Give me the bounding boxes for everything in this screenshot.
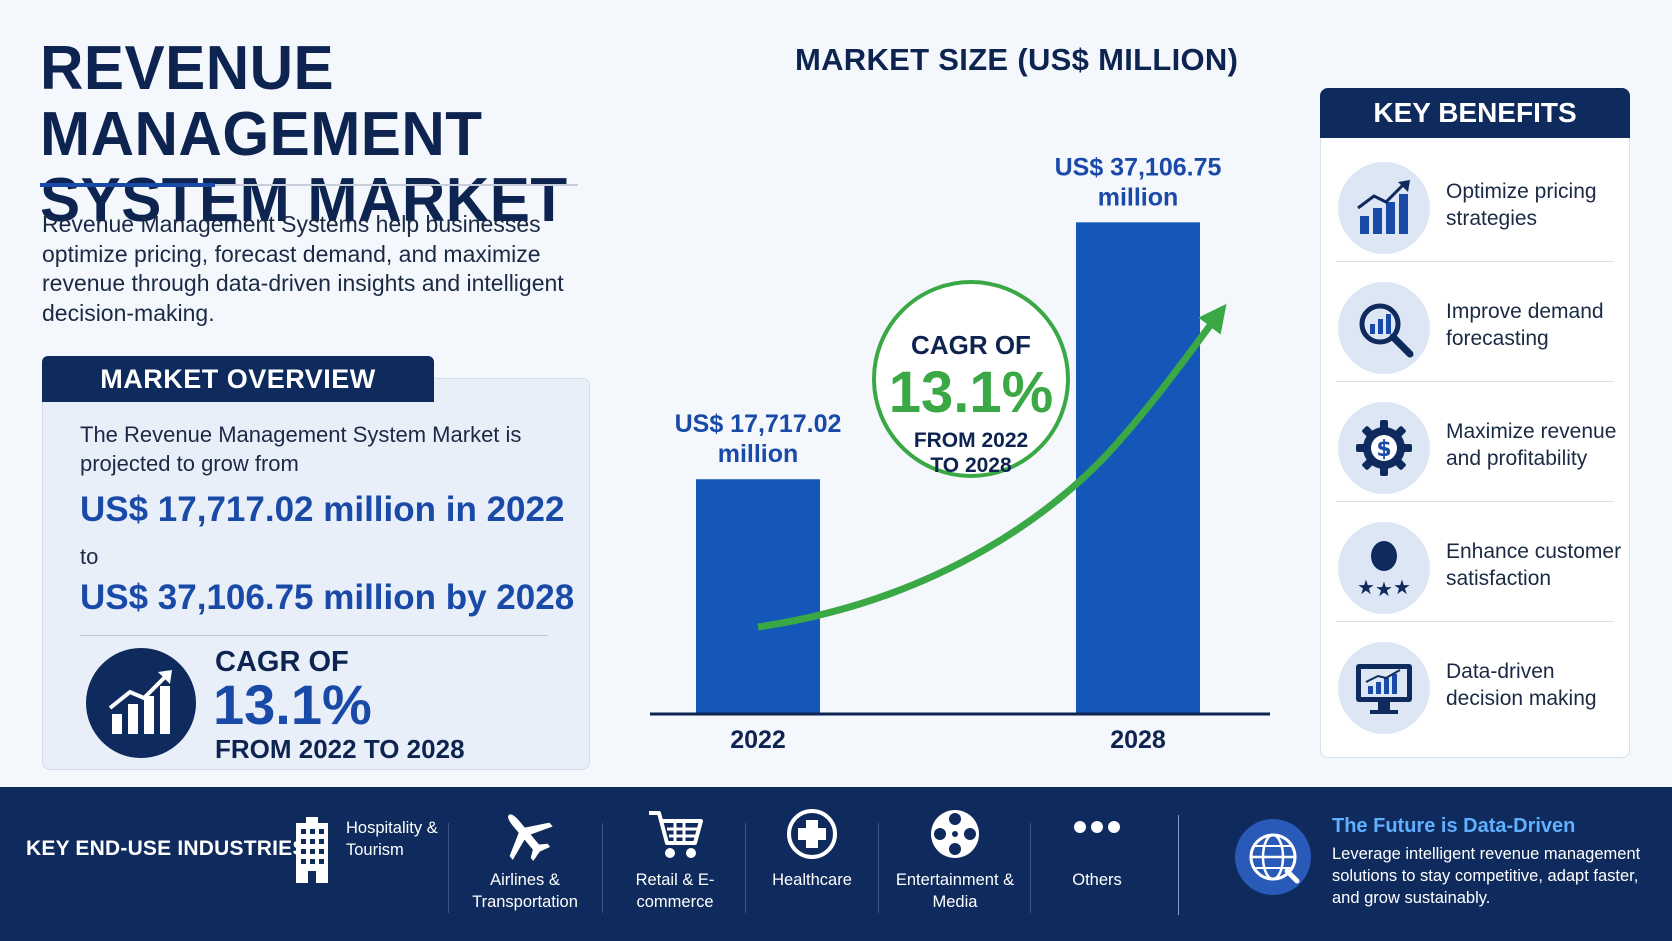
cagr-annotation-period-2: TO 2028 bbox=[930, 454, 1012, 477]
svg-text:★: ★ bbox=[1375, 577, 1393, 598]
benefit-label: Enhance customer satisfaction bbox=[1446, 540, 1622, 590]
title-line-2: SYSTEM MARKET bbox=[40, 166, 568, 235]
benefit-item-data-driven: Data-driven decision making bbox=[1336, 628, 1616, 736]
bar-2022 bbox=[696, 479, 820, 714]
customer-stars-icon: ★ ★ ★ bbox=[1357, 541, 1411, 598]
cagr-annotation: CAGR OF 13.1% FROM 2022 TO 2028 bbox=[872, 280, 1070, 478]
page-title: REVENUE MANAGEMENT SYSTEM MARKET bbox=[40, 36, 700, 234]
airplane-icon bbox=[508, 814, 553, 861]
industries-footer: KEY END-USE INDUSTRIES Hospitality & Tou… bbox=[0, 787, 1672, 941]
overview-cagr-label: CAGR OF bbox=[215, 646, 349, 678]
industry-retail: Retail & E-commerce bbox=[610, 807, 740, 913]
x-tick-label-2022: 2022 bbox=[730, 726, 786, 754]
benefit-item-forecasting: Improve demand forecasting bbox=[1336, 268, 1616, 382]
industry-label: Healthcare bbox=[772, 871, 852, 889]
industry-label: Retail & E-commerce bbox=[635, 871, 715, 911]
data-label-2022-line1: US$ 17,717.02 bbox=[675, 410, 842, 438]
film-reel-icon bbox=[931, 810, 979, 858]
future-title: The Future is Data-Driven bbox=[1332, 815, 1576, 837]
shopping-cart-icon bbox=[649, 811, 703, 858]
cagr-annotation-value: 13.1% bbox=[889, 360, 1053, 425]
benefit-item-revenue: $ Maximize revenue and profitability bbox=[1336, 388, 1616, 502]
overview-cagr-value: 13.1% bbox=[213, 673, 372, 736]
industry-label: Hospitality & Tourism bbox=[346, 819, 438, 859]
industry-entertainment: Entertainment & Media bbox=[888, 807, 1022, 913]
market-overview-heading: MARKET OVERVIEW bbox=[42, 356, 434, 402]
title-line-1: REVENUE MANAGEMENT bbox=[40, 34, 483, 169]
medical-cross-icon bbox=[787, 809, 837, 859]
industry-airlines: Airlines & Transportation bbox=[460, 807, 590, 913]
svg-text:★: ★ bbox=[1393, 575, 1411, 598]
svg-text:$: $ bbox=[1376, 437, 1391, 462]
data-label-2028-line1: US$ 37,106.75 bbox=[1055, 153, 1222, 181]
magnifier-chart-icon bbox=[1359, 303, 1414, 358]
growth-arrow bbox=[757, 303, 1227, 631]
industry-others: Others bbox=[1050, 807, 1144, 891]
benefit-item-customer: ★ ★ ★ Enhance customer satisfaction bbox=[1336, 508, 1621, 622]
data-label-2022-line2: million bbox=[718, 440, 799, 468]
future-text: Leverage intelligent revenue management … bbox=[1332, 845, 1641, 907]
x-tick-label-2028: 2028 bbox=[1110, 726, 1166, 754]
overview-cagr-period: FROM 2022 TO 2028 bbox=[215, 734, 465, 764]
monitor-chart-icon bbox=[1356, 664, 1412, 714]
overview-divider bbox=[80, 635, 548, 636]
data-label-2028-line2: million bbox=[1098, 183, 1179, 211]
more-dots-icon bbox=[1074, 821, 1120, 833]
benefit-label: Data-driven decision making bbox=[1446, 660, 1597, 710]
overview-value-2028: US$ 37,106.75 million by 2028 bbox=[80, 578, 575, 617]
cagr-annotation-period-1: FROM 2022 bbox=[914, 429, 1028, 452]
cagr-annotation-label: CAGR OF bbox=[911, 330, 1031, 360]
industry-label: Entertainment & Media bbox=[895, 871, 1015, 911]
building-icon bbox=[296, 817, 328, 883]
overview-value-2022: US$ 17,717.02 million in 2022 bbox=[80, 490, 565, 529]
benefit-label: Improve demand forecasting bbox=[1446, 300, 1604, 350]
growth-chart-icon bbox=[86, 648, 196, 758]
benefit-item-pricing: Optimize pricing strategies bbox=[1336, 148, 1616, 262]
benefit-label: Maximize revenue and profitability bbox=[1446, 420, 1617, 470]
intro-text: Revenue Management Systems help business… bbox=[42, 211, 564, 326]
industry-healthcare: Healthcare bbox=[752, 807, 872, 891]
gear-dollar-icon: $ bbox=[1356, 420, 1412, 476]
globe-icon bbox=[1235, 819, 1311, 895]
overview-text: The Revenue Management System Market is … bbox=[80, 422, 522, 476]
cagr-circle bbox=[872, 280, 1070, 478]
industry-label: Others bbox=[1072, 871, 1122, 889]
industry-label: Airlines & Transportation bbox=[472, 871, 578, 911]
chart-title: MARKET SIZE (US$ MILLION) bbox=[795, 42, 1239, 77]
svg-text:★: ★ bbox=[1357, 575, 1375, 598]
bar-chart-growth-icon bbox=[1357, 180, 1410, 234]
industries-label: KEY END-USE INDUSTRIES bbox=[26, 837, 307, 860]
overview-to: to bbox=[80, 544, 99, 569]
benefit-label: Optimize pricing strategies bbox=[1446, 180, 1597, 230]
key-benefits-heading: KEY BENEFITS bbox=[1320, 88, 1630, 138]
title-divider bbox=[40, 183, 578, 187]
